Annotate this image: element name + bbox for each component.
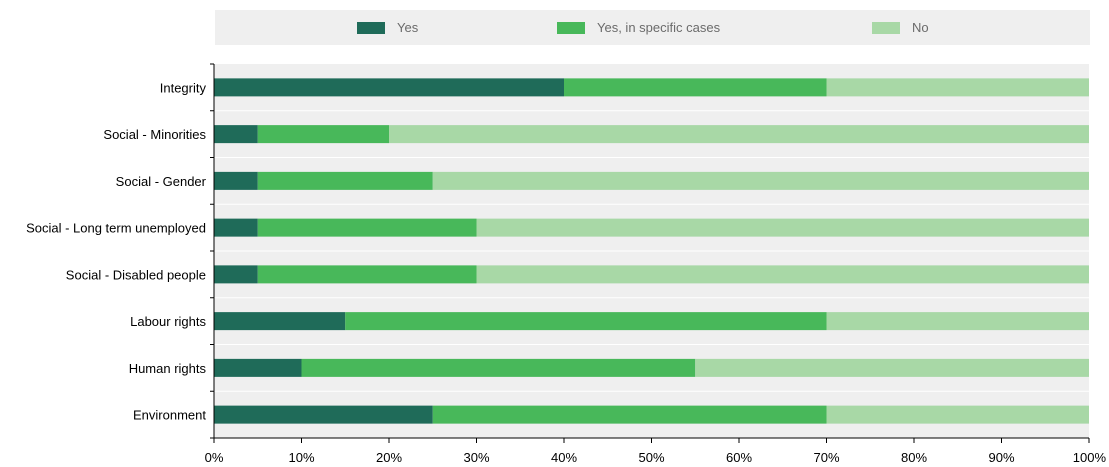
legend-label-yes: Yes [397,20,419,35]
legend-item-yes: Yes [357,10,418,45]
legend-swatch-no [872,21,900,34]
bar-segment-yes [214,218,258,237]
bar-segment-yes [214,125,258,144]
bar-segment-yes [214,171,258,190]
bar-segment-no [389,125,1089,144]
x-tick-label: 40% [551,450,577,465]
bar-segment-no [826,405,1089,424]
bar-segment-yes [214,265,258,284]
x-tick-label: 90% [988,450,1014,465]
category-label: Social - Long term unemployed [26,221,206,236]
category-label: Environment [133,408,206,423]
legend-item-no: No [872,10,929,45]
bar-segment-specific [564,78,827,97]
bar-segment-no [826,312,1089,331]
category-label: Human rights [129,361,207,376]
bar-segment-specific [345,312,827,331]
legend-label-specific-cases: Yes, in specific cases [597,20,721,35]
x-tick-label: 10% [288,450,314,465]
bar-segment-no [432,171,1089,190]
legend-label-no: No [912,20,929,35]
bar-segment-yes [214,405,433,424]
category-label: Social - Minorities [103,127,206,142]
bar-segment-specific [257,125,389,144]
bar-segment-specific [432,405,827,424]
x-tick-label: 30% [463,450,489,465]
bar-segment-specific [257,218,477,237]
x-tick-label: 100% [1073,450,1107,465]
bar-segment-yes [214,312,346,331]
bar-segment-no [826,78,1089,97]
bar-segment-specific [301,358,696,377]
bar-segment-no [695,358,1089,377]
legend: Yes Yes, in specific cases No [215,10,1090,45]
legend-item-specific-cases: Yes, in specific cases [557,10,720,45]
x-tick-label: 80% [901,450,927,465]
x-tick-label: 50% [638,450,664,465]
legend-swatch-yes [357,21,385,34]
bar-segment-specific [257,171,433,190]
legend-swatch-specific-cases [557,21,585,34]
bar-segment-yes [214,78,564,97]
category-label: Social - Gender [116,174,207,189]
bar-segment-yes [214,358,302,377]
x-tick-label: 60% [726,450,752,465]
x-tick-label: 20% [376,450,402,465]
bar-segment-no [476,218,1089,237]
bar-segment-no [476,265,1089,284]
x-tick-label: 70% [813,450,839,465]
x-tick-label: 0% [205,450,224,465]
category-label: Social - Disabled people [66,267,206,282]
bar-segment-specific [257,265,477,284]
category-label: Labour rights [130,314,206,329]
category-label: Integrity [160,80,207,95]
